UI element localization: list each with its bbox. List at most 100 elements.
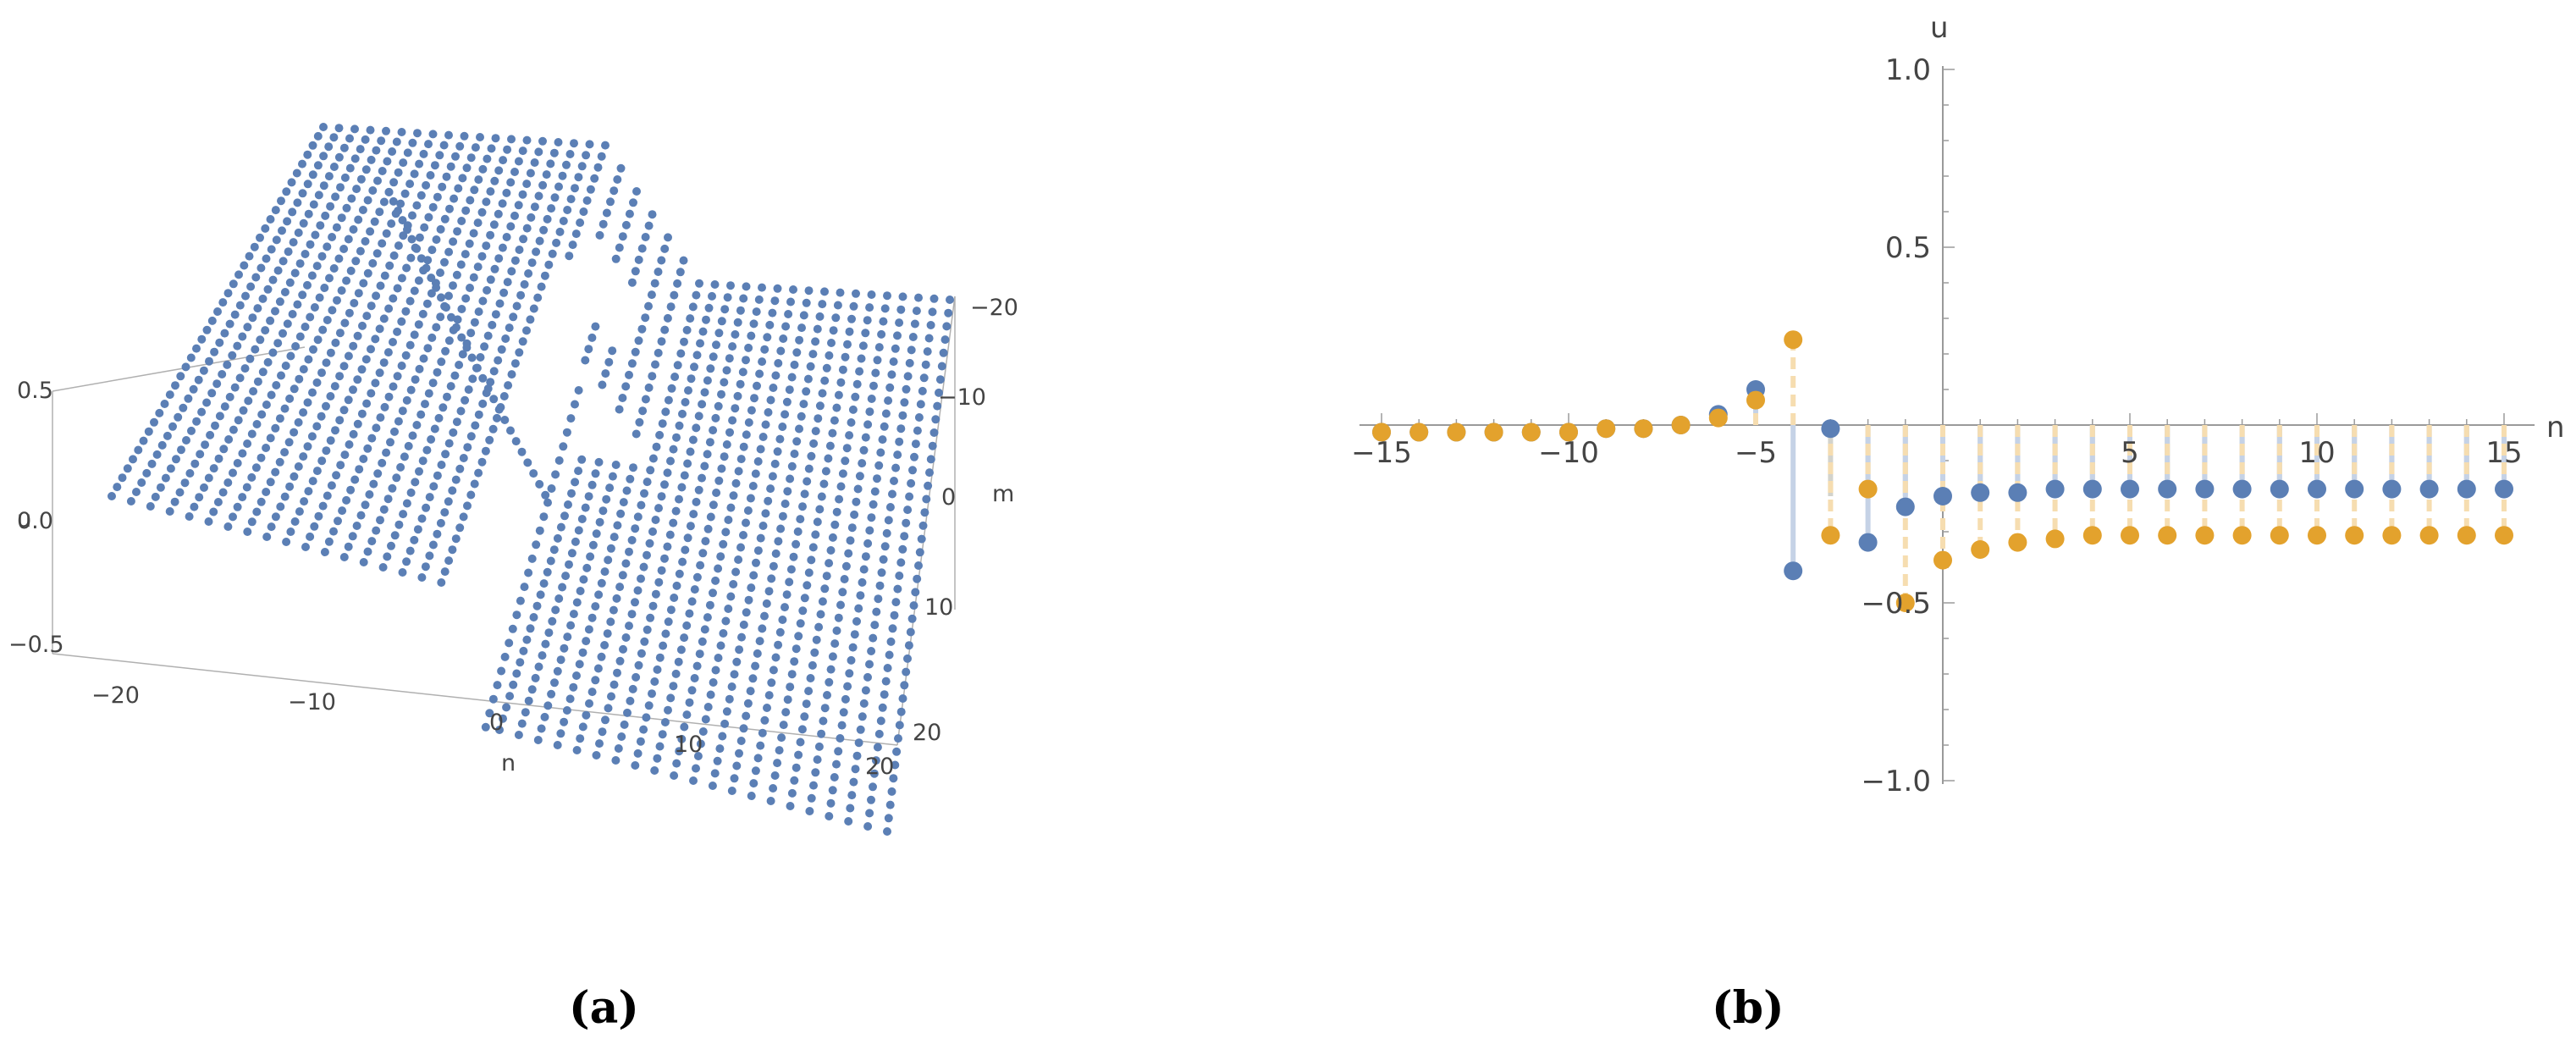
lattice-point (490, 264, 499, 273)
lattice-point (240, 261, 249, 270)
lattice-point (887, 787, 896, 796)
lattice-point (809, 781, 818, 790)
lattice-point (405, 180, 415, 189)
lattice-point (815, 401, 825, 411)
lattice-point (619, 644, 627, 654)
lattice-point (461, 250, 470, 259)
lattice-point (600, 567, 610, 577)
lattice-point (673, 279, 682, 288)
lattice-point (397, 362, 406, 370)
lattice-point (582, 151, 591, 160)
lattice-point (933, 401, 942, 411)
lattice-point (349, 385, 357, 395)
lattice-point (750, 394, 758, 403)
lattice-point (717, 464, 726, 473)
lattice-point (731, 330, 740, 339)
lattice-point (811, 768, 820, 777)
lattice-point (476, 133, 484, 141)
lattice-point (742, 608, 751, 617)
lattice-point (664, 233, 672, 242)
lattice-point (299, 408, 308, 417)
lattice-point (880, 690, 889, 699)
lattice-point (928, 307, 937, 317)
n-tick-label: 10 (674, 732, 703, 758)
lattice-point (400, 452, 409, 461)
lattice-point (900, 532, 909, 541)
lattice-point (663, 313, 672, 323)
lattice-point (263, 284, 273, 294)
lattice-point (457, 305, 466, 313)
lattice-point (602, 208, 611, 218)
lattice-point (813, 324, 822, 334)
lattice-point (581, 503, 590, 512)
lattice-point (347, 194, 356, 203)
lattice-point (499, 392, 509, 400)
lattice-point (607, 692, 615, 701)
lattice-point (389, 178, 399, 187)
lattice-point (324, 172, 334, 181)
lattice-point (272, 381, 281, 389)
lattice-point (319, 123, 328, 131)
lattice-point (177, 445, 185, 455)
lattice-point (824, 454, 833, 463)
lattice-point (495, 299, 505, 308)
defect-point (517, 447, 527, 456)
lattice-point (542, 170, 551, 180)
lattice-point (726, 592, 736, 601)
lattice-point (289, 238, 298, 247)
lattice-point (273, 339, 283, 348)
lattice-point (625, 621, 633, 631)
lattice-point (799, 311, 808, 320)
lattice-point (462, 163, 472, 173)
lattice-point (437, 578, 446, 587)
lattice-point (176, 372, 185, 381)
lattice-point (578, 648, 587, 657)
lattice-point (534, 191, 543, 201)
lattice-point (615, 243, 624, 252)
lattice-point (709, 426, 718, 435)
lattice-point (893, 450, 902, 460)
lattice-point (898, 694, 907, 703)
lattice-point (582, 710, 591, 720)
lattice-point (781, 500, 790, 508)
lattice-point (266, 215, 275, 224)
lattice-point (781, 322, 791, 331)
lattice-point (874, 343, 884, 352)
lattice-point (916, 400, 925, 409)
lattice-point (889, 774, 898, 783)
lattice-point (332, 223, 341, 232)
lattice-point (275, 297, 284, 307)
lattice-point (859, 565, 869, 574)
lattice-point (591, 469, 600, 478)
lattice-point (748, 674, 758, 683)
lattice-point (725, 694, 734, 704)
lattice-point (569, 682, 578, 692)
lattice-point (339, 362, 349, 371)
lattice-point (307, 432, 317, 441)
lattice-point (423, 344, 433, 353)
lattice-point (179, 403, 188, 412)
panel-a-3d-scatter: 0.5 0.0 −0.5 u −20 −10 0 10 20 n −20 −10… (8, 123, 1018, 836)
lattice-point (846, 804, 855, 813)
lattice-point (522, 635, 532, 644)
defect-point (516, 596, 525, 605)
lattice-point (291, 342, 301, 351)
lattice-point (655, 653, 665, 662)
lattice-point (456, 260, 466, 269)
lattice-point (711, 666, 720, 675)
lattice-point (560, 643, 569, 653)
lattice-point (510, 168, 519, 176)
lattice-point (879, 317, 888, 326)
lattice-point (442, 172, 451, 181)
lattice-point (692, 351, 702, 360)
lattice-point (441, 346, 450, 356)
lattice-point (778, 511, 787, 521)
lattice-point (180, 478, 190, 488)
lattice-point (404, 441, 413, 450)
lattice-point (687, 686, 697, 695)
lattice-point (748, 482, 758, 490)
lattice-point (785, 577, 794, 587)
lattice-point (547, 204, 556, 213)
lattice-point (582, 196, 592, 205)
lattice-point (863, 539, 873, 548)
